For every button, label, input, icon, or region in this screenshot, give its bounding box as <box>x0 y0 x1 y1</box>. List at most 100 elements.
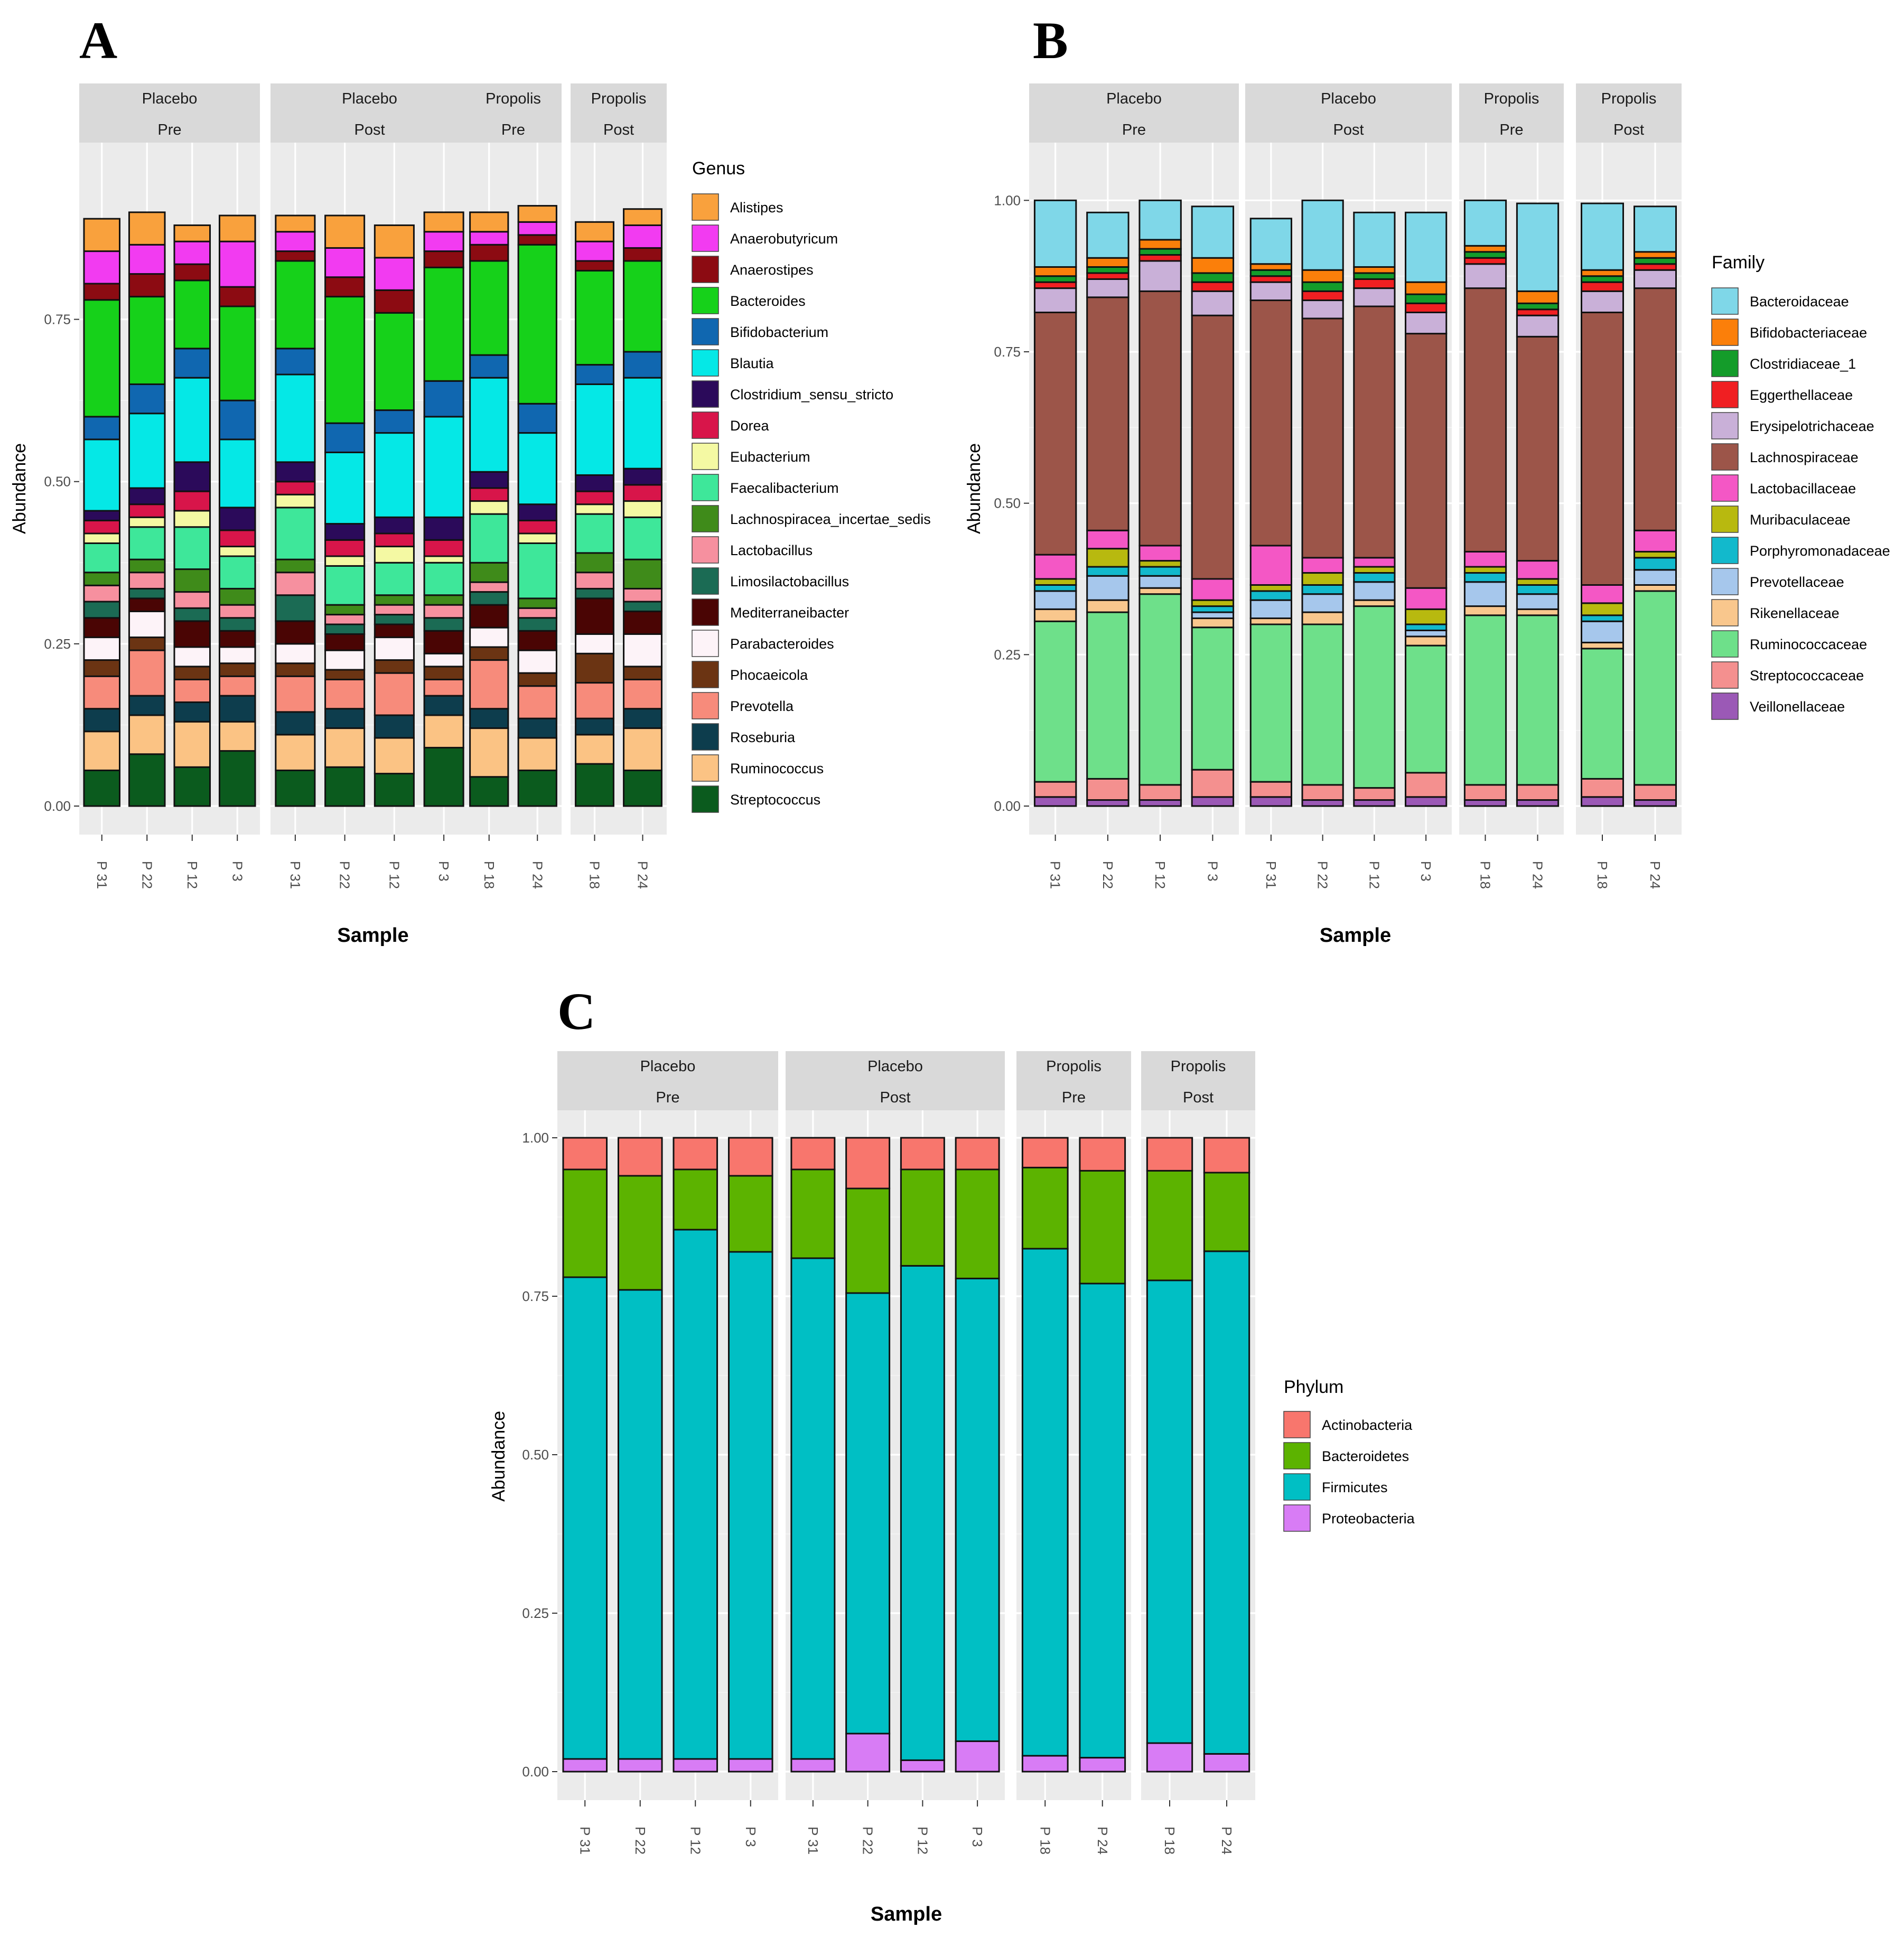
facet-propolis-post: Propolis Post P 18 P 24 <box>1141 1051 1255 1855</box>
legend-item-alistipes: Alistipes <box>692 193 783 221</box>
bar-segment-lactobacillus <box>173 591 211 609</box>
legend-key-swatch <box>692 224 719 252</box>
facet-strip-label-time: Pre <box>157 121 181 138</box>
bar-segment-lactobacillaceae <box>1249 545 1292 586</box>
legend-item-label: Roseburia <box>730 729 796 745</box>
bar-segment-mediterraneibacter <box>469 604 509 629</box>
legend-item-label: Proteobacteria <box>1322 1511 1415 1527</box>
legend-item-label: Streptococcus <box>730 792 820 808</box>
bar-segment-veillonellaceae <box>1138 799 1182 807</box>
bar-segment-erysipelotrichaceae <box>1086 278 1130 298</box>
bar-segment-streptococcus <box>218 750 256 807</box>
legend-key-swatch <box>1711 692 1739 720</box>
bar-segment-bifidobacteriaceae <box>1516 290 1560 304</box>
bar-segment-rikenellaceae <box>1301 611 1344 625</box>
facet-strip-label-group: Propolis <box>1171 1058 1226 1075</box>
bar-segment-blautia <box>517 432 557 506</box>
stacked-bar-p-18 <box>1146 1137 1193 1773</box>
facet-strip-label-group: Propolis <box>1601 90 1657 107</box>
bar-segment-bacteroides <box>83 299 121 418</box>
y-tick-label: 0.50 <box>44 474 71 490</box>
bar-segment-blautia <box>324 451 366 525</box>
facet-strip-label-group: Propolis <box>486 90 541 107</box>
bar-segment-phocaeicola <box>173 666 211 680</box>
bar-segment-bacteroidetes <box>955 1168 1000 1279</box>
bar-segment-lactobacillaceae <box>1516 560 1560 580</box>
bar-segment-lactobacillus <box>128 572 166 589</box>
bar-segment-phocaeicola <box>128 636 166 651</box>
stacked-bar-p-18 <box>1021 1137 1069 1773</box>
legend-item-label: Eggerthellaceae <box>1750 387 1853 403</box>
legend-item-parabacteroides: Parabacteroides <box>692 630 834 657</box>
stacked-bar-p-24 <box>1203 1137 1250 1773</box>
bar-segment-clostridium-sensu-stricto <box>324 523 366 541</box>
bar-segment-streptococcaceae <box>1353 787 1396 801</box>
bar-segment-rikenellaceae <box>1138 587 1182 595</box>
bar-segment-eubacterium <box>218 546 256 557</box>
bar-segment-bifidobacterium <box>83 416 121 441</box>
x-tick-label: P 31 <box>577 1827 593 1855</box>
bar-segment-anaerobutyricum <box>575 240 614 262</box>
bar-segment-streptococcus <box>517 769 557 807</box>
stacked-bar-p-31 <box>83 218 121 807</box>
bar-segment-ruminococcaceae <box>1634 590 1677 786</box>
bar-segment-veillonellaceae <box>1463 799 1507 807</box>
bar-segment-firmicutes <box>1146 1279 1193 1744</box>
bar-segment-bifidobacterium <box>173 348 211 379</box>
bar-segment-dorea <box>374 532 415 548</box>
bar-segment-prevotellaceae <box>1463 581 1507 607</box>
bar-segment-roseburia <box>83 708 121 733</box>
bar-segment-rikenellaceae <box>1033 608 1077 622</box>
bar-segment-veillonellaceae <box>1301 799 1344 807</box>
facet-strip-label-group: Placebo <box>1321 90 1376 107</box>
facet-placebo-post: Placebo Post P 31 P 22 P 12 P 3 <box>1245 83 1452 889</box>
bar-segment-lachnospiracea-incertae-sedis <box>517 597 557 609</box>
bar-segment-parabacteroides <box>275 643 316 664</box>
y-tick-label: 0.50 <box>994 495 1021 511</box>
bar-segment-proteobacteria <box>955 1740 1000 1773</box>
bar-segment-ruminococcaceae <box>1405 644 1448 774</box>
legend-item-label: Blautia <box>730 355 774 371</box>
bar-segment-clostridium-sensu-stricto <box>83 510 121 521</box>
legend: Family Bacteroidaceae Bifidobacteriaceae Cl… <box>1711 252 1890 720</box>
bar-segment-roseburia <box>218 695 256 723</box>
facet-strip <box>270 83 469 143</box>
legend-key-swatch <box>1711 381 1739 408</box>
bar-segment-roseburia <box>128 695 166 716</box>
bar-segment-mediterraneibacter <box>275 620 316 645</box>
bar-segment-blautia <box>374 432 415 518</box>
legend-item-muribaculaceae: Muribaculaceae <box>1711 506 1851 533</box>
bar-segment-veillonellaceae <box>1191 796 1235 807</box>
x-tick-label: P 3 <box>436 861 452 882</box>
bar-segment-clostridium-sensu-stricto <box>218 507 256 531</box>
legend-key-swatch <box>692 474 719 501</box>
stacked-bar-p-3 <box>727 1137 773 1773</box>
legend-item-phocaeicola: Phocaeicola <box>692 661 808 688</box>
bar-segment-erysipelotrichaceae <box>1463 263 1507 289</box>
bar-segment-prevotella <box>324 678 366 710</box>
bar-segment-blautia <box>275 373 316 463</box>
bar-segment-anaerostipes <box>83 283 121 301</box>
legend-key-swatch <box>1711 568 1739 595</box>
facet-strip <box>1141 1051 1255 1110</box>
bar-segment-muribaculaceae <box>1086 548 1130 568</box>
legend-item-label: Clostridiaceae_1 <box>1750 356 1856 372</box>
bar-segment-actinobacteria <box>1079 1137 1126 1172</box>
bar-segment-streptococcus <box>575 763 614 807</box>
bar-segment-streptococcaceae <box>1301 784 1344 801</box>
bar-segment-streptococcus <box>423 746 464 807</box>
bar-segment-anaerobutyricum <box>275 231 316 252</box>
legend-item-label: Rikenellaceae <box>1750 605 1840 621</box>
bar-segment-erysipelotrichaceae <box>1634 269 1677 289</box>
bar-segment-eubacterium <box>423 555 464 564</box>
bar-segment-bacteroidaceae <box>1463 199 1507 247</box>
legend-item-faecalibacterium: Faecalibacterium <box>692 474 839 501</box>
bar-segment-muribaculaceae <box>1405 608 1448 625</box>
bar-segment-prevotella <box>275 675 316 713</box>
bar-segment-lactobacillaceae <box>1086 529 1130 550</box>
bar-segment-bacteroidaceae <box>1086 211 1130 259</box>
facet-placebo-pre: Placebo Pre P 31 P 22 P 12 P 3 <box>557 1051 778 1855</box>
bar-segment-veillonellaceae <box>1353 799 1396 807</box>
bar-segment-roseburia <box>374 714 415 739</box>
y-axis-title: Abundance <box>489 1411 509 1502</box>
